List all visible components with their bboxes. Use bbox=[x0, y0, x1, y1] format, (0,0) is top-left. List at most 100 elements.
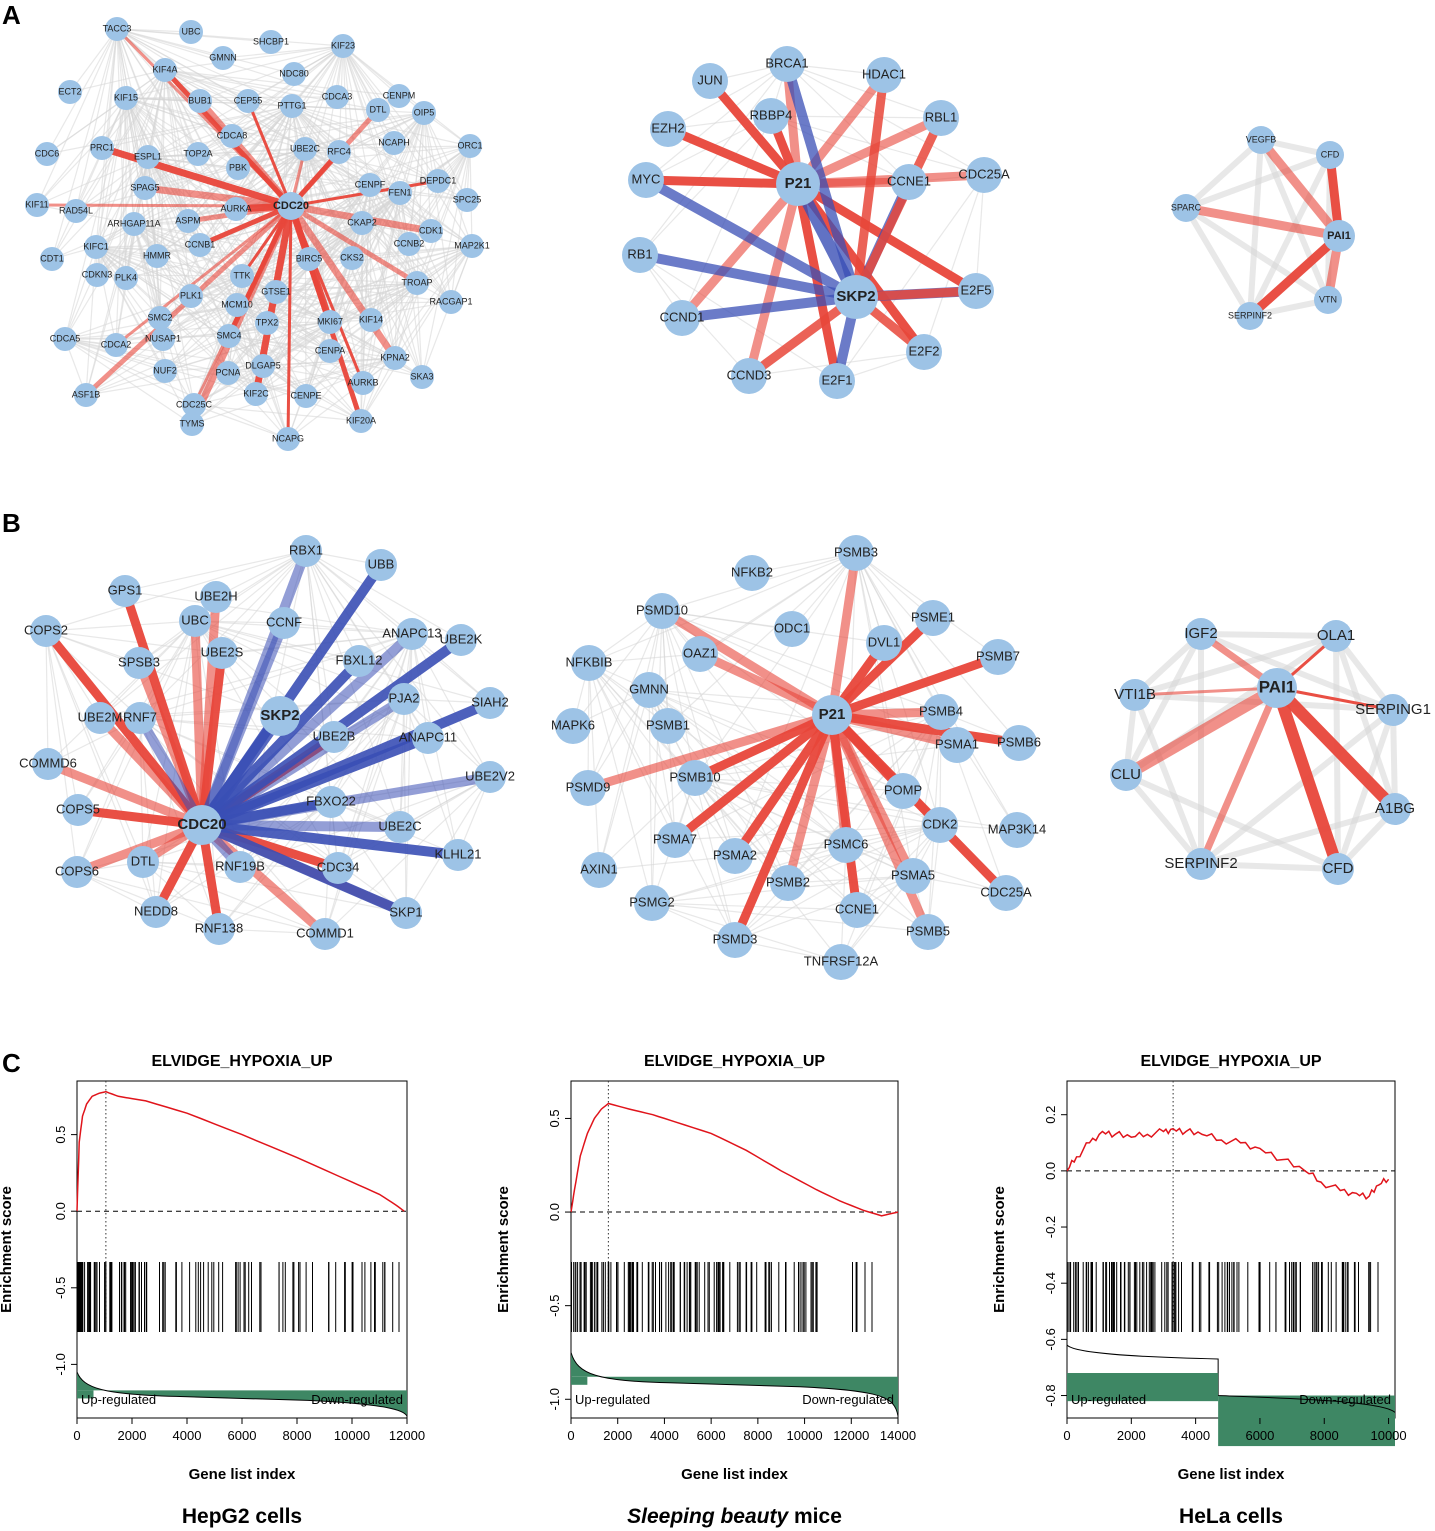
network-a-p21: BRCA1 JUN HDAC1 RBBP4 RBL1 EZH2 CDC25A MYC CCNE1… bbox=[622, 46, 1010, 399]
node-label-tyms: TYMS bbox=[179, 418, 204, 428]
node-label-racgap1: RACGAP1 bbox=[429, 296, 472, 306]
node-pcna bbox=[216, 361, 240, 385]
background-edge bbox=[639, 254, 838, 382]
node-kif14 bbox=[359, 308, 383, 332]
background-edge bbox=[304, 148, 423, 378]
background-edge bbox=[304, 148, 401, 194]
background-edge bbox=[734, 824, 941, 941]
y-tick-label: -1.0 bbox=[547, 1388, 562, 1410]
background-edge bbox=[330, 801, 407, 914]
node-label-bub1: BUB1 bbox=[188, 95, 212, 105]
background-edge bbox=[115, 304, 238, 346]
background-edge bbox=[694, 744, 958, 779]
background-edge bbox=[304, 142, 395, 150]
positive-edge bbox=[197, 652, 227, 826]
node-psmb4 bbox=[923, 694, 959, 730]
background-edge bbox=[329, 301, 452, 323]
background-edge bbox=[162, 222, 363, 340]
node-label-cdca8: CDCA8 bbox=[217, 130, 248, 140]
background-edge bbox=[46, 105, 293, 155]
background-edge bbox=[64, 338, 193, 425]
node-cep55 bbox=[236, 89, 260, 113]
background-edge bbox=[661, 610, 696, 779]
node-cenpe bbox=[294, 384, 318, 408]
node-label-psma2: PSMA2 bbox=[713, 847, 757, 862]
node-label-troap: TROAP bbox=[401, 277, 432, 287]
node-dlgap5 bbox=[251, 354, 275, 378]
node-tpx2 bbox=[255, 311, 279, 335]
node-label-rfc4: RFC4 bbox=[327, 146, 351, 156]
background-edge bbox=[411, 633, 491, 704]
background-edge bbox=[194, 620, 491, 704]
node-shcbp1 bbox=[259, 30, 283, 54]
x-tick-label: 10000 bbox=[1370, 1428, 1406, 1443]
node-cops2 bbox=[30, 615, 62, 647]
background-edge bbox=[1134, 633, 1337, 698]
background-edge bbox=[305, 550, 462, 641]
node-map2k1 bbox=[460, 234, 484, 258]
enrichment-curve bbox=[570, 1102, 899, 1217]
background-edge bbox=[572, 610, 663, 727]
node-gmnn bbox=[631, 672, 667, 708]
x-tick-label: 12000 bbox=[389, 1428, 425, 1443]
plot-frame bbox=[76, 1080, 408, 1419]
node-label-ubc: UBC bbox=[181, 26, 201, 36]
background-edge bbox=[734, 939, 842, 963]
background-edge bbox=[1333, 635, 1398, 810]
node-hdac1 bbox=[866, 57, 902, 93]
x-tick-label: 8000 bbox=[283, 1428, 312, 1443]
negative-edge bbox=[197, 712, 285, 829]
negative-edge bbox=[201, 820, 459, 860]
x-tick-label: 2000 bbox=[1117, 1428, 1146, 1443]
background-edge bbox=[651, 844, 847, 904]
background-edge bbox=[75, 69, 166, 212]
node-mcm10 bbox=[225, 293, 249, 317]
node-ccnf bbox=[268, 607, 300, 639]
node-tacc3 bbox=[105, 17, 129, 41]
node-label-top2a: TOP2A bbox=[183, 148, 212, 158]
node-ccnb1 bbox=[188, 233, 212, 257]
node-label-psme1: PSME1 bbox=[911, 609, 955, 624]
node-ska3 bbox=[410, 365, 434, 389]
node-nusap1 bbox=[151, 327, 175, 351]
positive-edge bbox=[827, 552, 861, 716]
node-psmd3 bbox=[717, 922, 753, 958]
background-edge bbox=[228, 335, 396, 359]
background-edge bbox=[1200, 806, 1396, 867]
node-label-rbbp4: RBBP4 bbox=[750, 107, 793, 122]
positive-edge bbox=[827, 714, 862, 911]
background-edge bbox=[147, 156, 192, 297]
node-ncaph bbox=[382, 131, 406, 155]
node-label-nusap1: NUSAP1 bbox=[145, 333, 181, 343]
background-edge bbox=[47, 620, 196, 765]
background-edge bbox=[231, 112, 425, 137]
node-ube2c bbox=[293, 137, 317, 161]
background-edge bbox=[155, 698, 405, 913]
network-b-p21: PSMB3 NFKB2 PSME1 PSMD10 ODC1 DVL1 NFKBIB OAZ1 P… bbox=[551, 535, 1046, 980]
node-spc25 bbox=[455, 188, 479, 212]
node-rad54l bbox=[64, 199, 88, 223]
x-tick-label: 12000 bbox=[833, 1428, 869, 1443]
background-edge bbox=[291, 105, 425, 114]
node-label-ubc: UBC bbox=[181, 612, 208, 627]
node-layer: RBX1 UBB UBE2H ANAPC13 GPS1 UBE2K UBC CCNF FBXL1… bbox=[19, 535, 515, 950]
background-edge bbox=[1390, 709, 1398, 810]
negative-edge bbox=[200, 733, 430, 830]
down-regulated-label: Down-regulated bbox=[802, 1392, 894, 1407]
x-tick-label: 10000 bbox=[786, 1428, 822, 1443]
gsea-plot-hela: ELVIDGE_HYPOXIA_UP Up-regulated Down-regul… bbox=[991, 1053, 1407, 1528]
background-edge bbox=[76, 871, 326, 935]
node-label-map2k1: MAP2K1 bbox=[454, 240, 490, 250]
x-tick-label: 6000 bbox=[228, 1428, 257, 1443]
positive-edge bbox=[851, 116, 946, 299]
positive-edge bbox=[586, 710, 834, 793]
node-label-serping1: SERPING1 bbox=[1355, 701, 1431, 718]
node-ube2h bbox=[200, 581, 232, 613]
chart-title: ELVIDGE_HYPOXIA_UP bbox=[151, 1053, 332, 1070]
node-psmg2 bbox=[634, 885, 670, 921]
background-edge bbox=[95, 244, 201, 248]
background-edge bbox=[786, 63, 942, 119]
positive-edge bbox=[144, 184, 292, 210]
background-edge bbox=[275, 184, 371, 293]
node-label-gps1: GPS1 bbox=[108, 582, 143, 597]
